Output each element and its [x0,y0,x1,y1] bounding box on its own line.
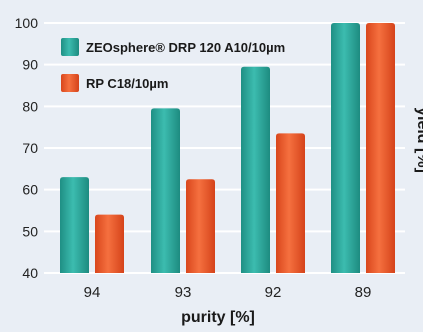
legend-label: RP C18/10µm [86,76,168,91]
bar [95,214,124,273]
y-axis-label: yield [%] [414,107,423,173]
bar [186,179,215,273]
legend-swatch [61,38,79,56]
bar [366,23,395,273]
x-axis-ticks: 94 93 92 89 [84,284,372,301]
y-tick-label: 90 [22,57,38,73]
bar [276,133,305,273]
y-tick-label: 60 [22,182,38,198]
bar [151,108,180,274]
x-axis-label: purity [%] [181,309,255,326]
x-tick-label: 89 [355,284,372,301]
y-tick-label: 70 [22,140,38,156]
x-tick-label: 93 [175,284,192,301]
x-tick-label: 92 [265,284,282,301]
bar [331,23,360,273]
legend-swatch [61,74,79,92]
y-tick-label: 50 [22,223,38,239]
bars [60,23,395,274]
y-tick-label: 80 [22,98,38,114]
legend-label: ZEOsphere® DRP 120 A10/10µm [86,40,285,55]
bar [60,177,89,273]
y-tick-label: 100 [15,15,39,31]
bar [241,66,270,273]
y-tick-label: 40 [22,265,38,281]
legend: ZEOsphere® DRP 120 A10/10µm RP C18/10µm [61,38,285,92]
y-axis-ticks: 40 50 60 70 80 90 100 [15,15,39,281]
x-tick-label: 94 [84,284,101,301]
